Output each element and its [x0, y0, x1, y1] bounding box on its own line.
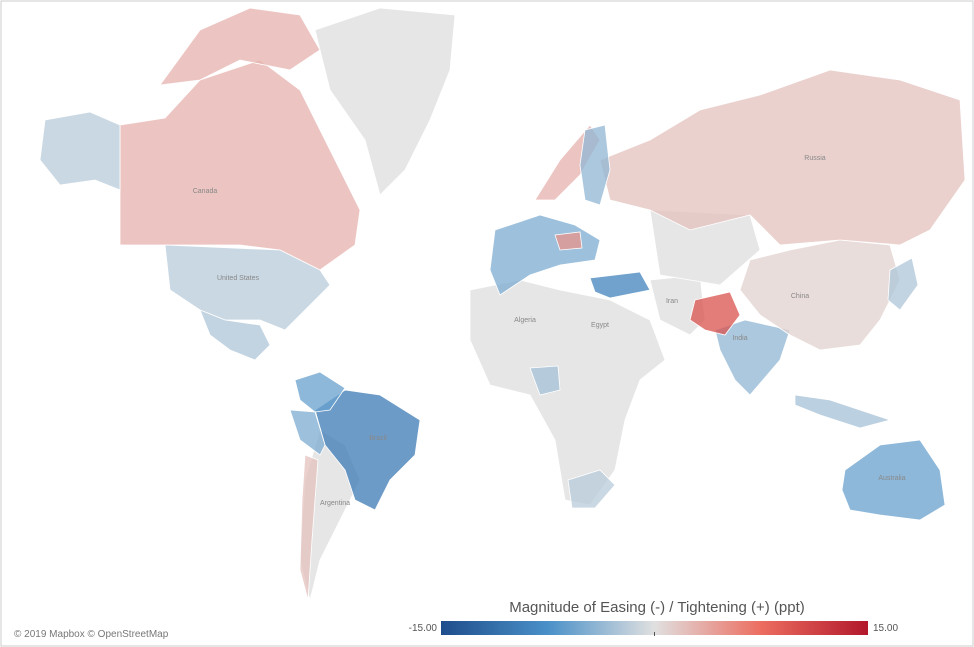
region: [294, 371, 346, 413]
region: [714, 319, 791, 396]
place-label: United States: [217, 275, 260, 282]
place-label: Brazil: [369, 435, 387, 442]
region: [164, 244, 331, 331]
place-label: Algeria: [514, 317, 536, 324]
scale-min-label: -15.00: [409, 623, 438, 634]
region: [567, 469, 616, 509]
place-label: Canada: [193, 188, 218, 195]
place-label: China: [791, 293, 809, 300]
place-label: Iran: [666, 298, 678, 305]
region: [314, 389, 421, 511]
region: [299, 454, 319, 601]
region: [887, 257, 919, 311]
place-label: Russia: [804, 155, 826, 162]
region: [39, 111, 121, 191]
region: [529, 365, 561, 396]
color-scale: [441, 621, 868, 635]
attribution: © 2019 Mapbox © OpenStreetMap: [14, 629, 169, 640]
region: [554, 231, 583, 251]
place-label: Australia: [878, 475, 905, 482]
region: [589, 271, 651, 299]
scale-max-label: 15.00: [873, 623, 898, 634]
region: [739, 239, 901, 351]
place-label: Argentina: [320, 500, 350, 507]
region: [689, 291, 741, 336]
region: [579, 124, 611, 206]
region: [199, 309, 271, 361]
place-label: India: [732, 335, 747, 342]
region: [289, 409, 326, 456]
region: [159, 7, 321, 86]
place-label: Egypt: [591, 322, 609, 329]
region: [794, 394, 892, 429]
legend-title: Magnitude of Easing (-) / Tightening (+)…: [509, 599, 805, 616]
region: [841, 439, 946, 521]
region: [599, 69, 966, 246]
